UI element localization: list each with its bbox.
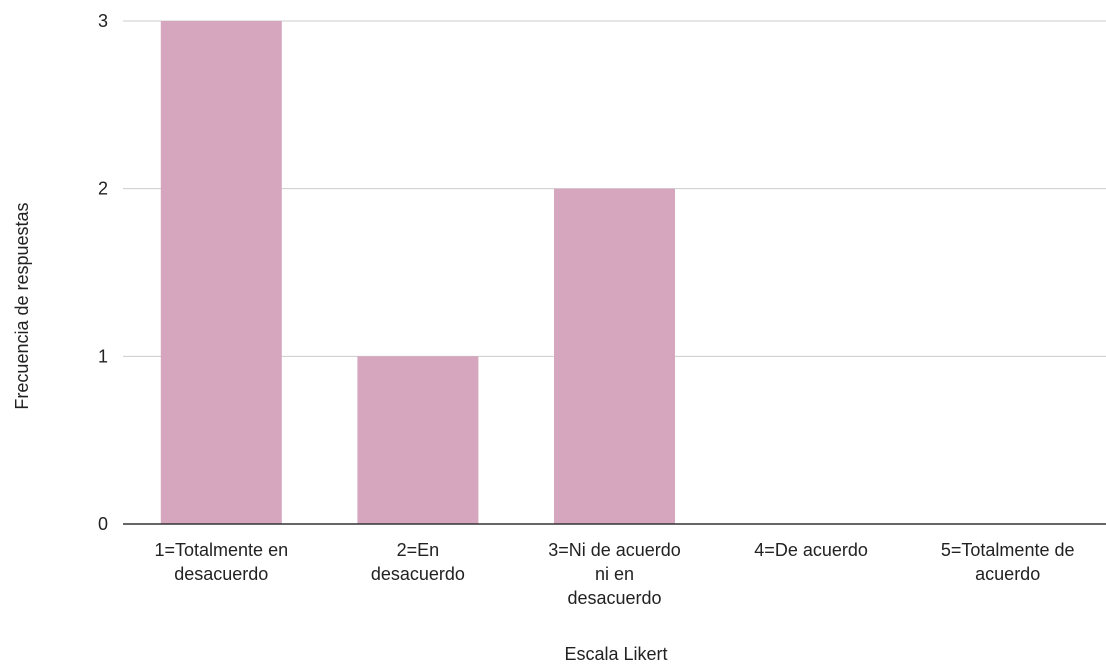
x-category-label-5: 5=Totalmente de acuerdo <box>941 540 1075 584</box>
bars <box>160 21 675 524</box>
y-tick-label-3: 3 <box>98 11 108 31</box>
bar-2 <box>357 356 479 524</box>
x-category-label-4: 4=De acuerdo <box>754 540 868 560</box>
bar-3 <box>554 188 675 524</box>
y-tick-label-1: 1 <box>98 346 108 366</box>
y-tick-label-2: 2 <box>98 179 108 199</box>
x-category-label-3: 3=Ni de acuerdo ni en desacuerdo <box>548 540 681 608</box>
x-category-labels: 1=Totalmente en desacuerdo 2=En desacuerdo 3… <box>155 540 1075 608</box>
y-axis-title: Frecuencia de respuestas <box>12 202 32 409</box>
y-tick-labels: 0 1 2 3 <box>98 11 108 534</box>
bar-1 <box>160 21 282 524</box>
x-axis-title: Escala Likert <box>564 644 667 664</box>
x-category-label-2: 2=En desacuerdo <box>371 540 465 584</box>
y-tick-label-0: 0 <box>98 514 108 534</box>
x-category-label-1: 1=Totalmente en desacuerdo <box>155 540 289 584</box>
